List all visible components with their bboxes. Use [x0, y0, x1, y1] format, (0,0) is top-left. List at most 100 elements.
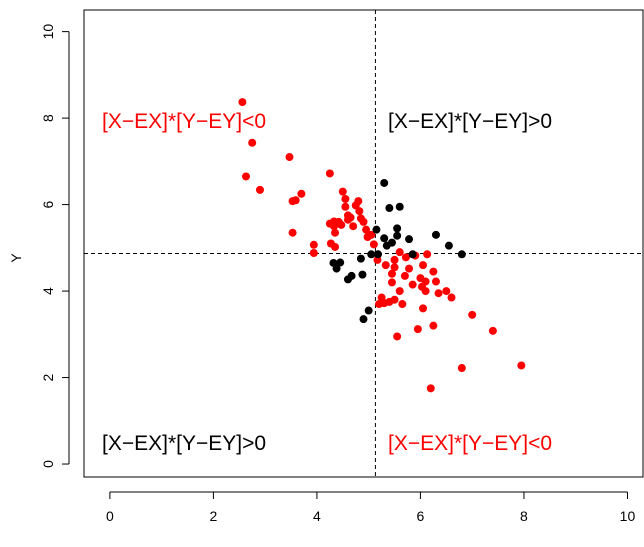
data-point [385, 204, 394, 213]
data-point [401, 253, 410, 262]
data-point [248, 138, 257, 147]
data-point [288, 228, 297, 237]
data-point [347, 271, 356, 280]
data-point [362, 225, 371, 234]
data-points [238, 98, 526, 393]
data-point [426, 384, 435, 393]
data-point [405, 264, 414, 273]
data-point [390, 295, 399, 304]
y-axis-title: Y [8, 253, 24, 263]
x-tick-label: 8 [520, 508, 528, 524]
data-point [431, 230, 440, 239]
data-point [395, 248, 404, 257]
reference-lines [84, 10, 643, 477]
data-point [325, 169, 334, 178]
annotation-bottom-right: [X−EX]*[Y−EY]<0 [388, 432, 552, 455]
data-point [398, 300, 407, 309]
data-point [390, 263, 399, 272]
data-point [429, 267, 438, 276]
data-point [356, 254, 365, 263]
data-point [285, 153, 294, 162]
data-point [434, 289, 443, 298]
data-point [488, 326, 497, 335]
data-point [447, 293, 456, 302]
data-point [408, 250, 417, 259]
annotation-top-left: [X−EX]*[Y−EY]<0 [102, 110, 266, 133]
data-point [331, 228, 340, 237]
data-point [381, 261, 390, 270]
data-point [390, 255, 399, 264]
data-point [457, 364, 466, 373]
x-tick-label: 2 [209, 508, 217, 524]
data-point [341, 202, 350, 211]
data-point [429, 321, 438, 330]
data-point [359, 315, 368, 324]
data-point [354, 197, 363, 206]
x-tick-label: 4 [313, 508, 321, 524]
data-point [393, 231, 402, 240]
y-tick-label: 0 [40, 460, 56, 468]
y-tick-label: 2 [40, 373, 56, 381]
data-point [337, 220, 346, 229]
data-point [349, 222, 358, 231]
data-point [395, 202, 404, 211]
data-point [517, 361, 526, 370]
data-point [393, 332, 402, 341]
data-point [387, 269, 396, 278]
data-point [367, 250, 376, 259]
annotation-bottom-left: [X−EX]*[Y−EY]>0 [102, 432, 266, 455]
data-point [358, 270, 367, 279]
data-point [413, 325, 422, 334]
data-point [395, 287, 404, 296]
data-point [408, 280, 417, 289]
data-point [380, 234, 389, 243]
data-point [405, 235, 414, 244]
data-point [367, 230, 376, 239]
data-point [332, 264, 341, 273]
data-point [380, 178, 389, 187]
y-tick-label: 8 [40, 114, 56, 122]
data-point [419, 304, 428, 313]
data-point [442, 287, 451, 296]
data-point [393, 224, 402, 233]
data-point [238, 98, 247, 107]
data-point [387, 238, 396, 247]
x-tick-label: 0 [106, 508, 114, 524]
data-point [421, 277, 430, 286]
data-point [341, 194, 350, 203]
data-point [444, 241, 453, 250]
data-point [400, 271, 409, 280]
data-point [309, 240, 318, 249]
data-point [369, 240, 378, 249]
data-point [255, 185, 264, 194]
data-point [309, 249, 318, 258]
data-point [336, 258, 345, 267]
annotation-top-right: [X−EX]*[Y−EY]>0 [388, 110, 552, 133]
x-tick-label: 10 [620, 508, 636, 524]
data-point [331, 242, 340, 251]
data-point [421, 287, 430, 296]
data-point [355, 207, 364, 216]
data-point [419, 261, 428, 270]
data-point [431, 277, 440, 286]
data-point [346, 213, 355, 222]
plot-box [83, 9, 644, 478]
data-point [387, 278, 396, 287]
data-point [468, 310, 477, 319]
x-tick-label: 6 [417, 508, 425, 524]
data-point [372, 225, 381, 234]
data-point [242, 172, 251, 181]
data-point [291, 196, 300, 205]
y-axis: 0 2 4 6 8 10 [40, 24, 70, 468]
data-point [423, 250, 432, 259]
data-point [297, 189, 306, 198]
data-point [338, 187, 347, 196]
x-axis: 0 2 4 6 8 10 [106, 491, 636, 524]
data-point [457, 250, 466, 259]
y-tick-label: 6 [40, 200, 56, 208]
y-tick-label: 4 [40, 287, 56, 295]
data-point [359, 217, 368, 226]
data-point [364, 306, 373, 315]
y-tick-label: 10 [40, 24, 56, 40]
